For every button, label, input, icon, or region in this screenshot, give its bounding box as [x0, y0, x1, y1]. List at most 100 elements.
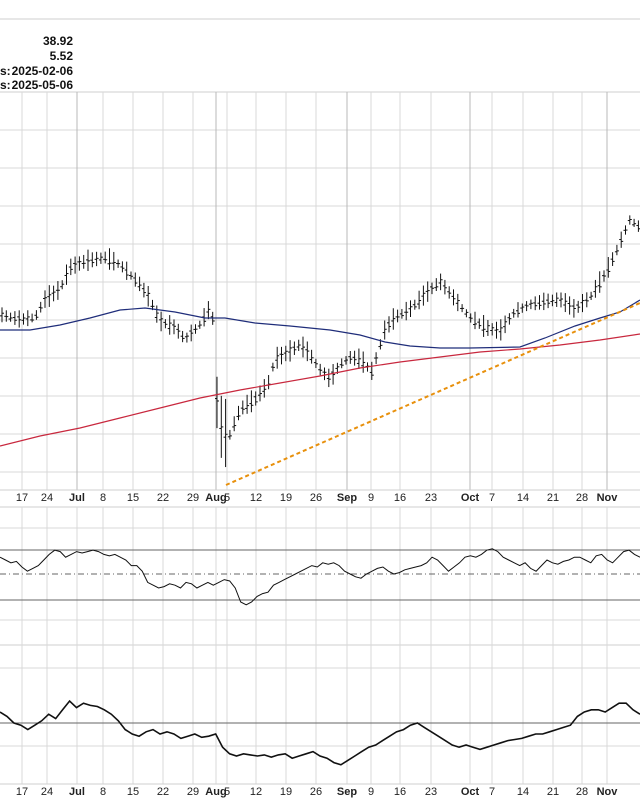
x-tick-label: 9 [368, 492, 374, 504]
price-bar [430, 282, 434, 295]
price-bar [490, 323, 495, 336]
x-tick-label: 23 [425, 786, 437, 798]
x-tick-label: 26 [310, 492, 322, 504]
price-bar [73, 256, 78, 274]
price-bar [236, 405, 241, 421]
price-bar [485, 319, 490, 336]
price-bar [47, 285, 52, 307]
price-bar [399, 308, 404, 319]
price-bar [571, 299, 576, 318]
price-bar [318, 363, 323, 376]
oscillator-1-line [0, 548, 640, 606]
price-bar [60, 280, 65, 290]
oscillator-2-grid [0, 645, 640, 784]
price-bar [404, 301, 409, 321]
price-bar [326, 368, 331, 388]
info-value-2: 5.52 [50, 49, 74, 63]
price-bar [528, 299, 533, 310]
price-bar [331, 364, 336, 385]
price-bar [524, 301, 529, 312]
x-tick-label: 12 [250, 786, 262, 798]
price-bar [107, 248, 112, 270]
price-bar [322, 367, 327, 381]
price-bar [382, 320, 387, 340]
price-bar [12, 311, 17, 325]
x-tick-label: Nov [597, 786, 619, 798]
info-value-4: 2025-05-06 [12, 78, 74, 92]
x-tick-label: 22 [157, 492, 169, 504]
price-bar [610, 252, 615, 267]
price-bar [481, 315, 486, 337]
price-bar [563, 293, 568, 313]
price-bar [292, 341, 297, 355]
price-bar [352, 350, 357, 366]
price-panel [0, 91, 640, 491]
info-value-1: 38.92 [43, 34, 73, 48]
x-tick-label: 15 [127, 492, 139, 504]
price-bar [137, 276, 142, 292]
price-bar [223, 398, 228, 468]
x-tick-label: 21 [547, 492, 559, 504]
price-bar [270, 362, 275, 372]
price-bar [614, 244, 619, 256]
price-bar [417, 290, 422, 310]
x-tick-label: 28 [576, 492, 588, 504]
price-bar [305, 341, 310, 362]
x-tick-label: 5 [224, 786, 230, 798]
price-bar [602, 270, 606, 282]
price-bar [619, 231, 624, 248]
x-tick-label: 17 [16, 492, 28, 504]
price-bar [348, 351, 353, 364]
x-tick-label: 19 [280, 786, 292, 798]
price-bar [8, 312, 13, 322]
price-bar [559, 292, 563, 308]
price-bar [17, 310, 22, 328]
price-bar [438, 273, 443, 291]
price-bar [193, 324, 198, 334]
price-bar [494, 321, 499, 339]
price-bar [468, 313, 473, 323]
x-tick-label: 5 [224, 492, 230, 504]
price-bar [240, 400, 245, 415]
price-bar [627, 215, 632, 225]
price-bar [425, 281, 430, 302]
price-bar [550, 294, 555, 307]
price-bar [163, 319, 168, 329]
price-bar [412, 299, 417, 310]
price-bar [395, 309, 400, 323]
price-bar [533, 296, 538, 311]
price-bar [507, 313, 512, 325]
price-bar [296, 339, 301, 351]
price-bar [387, 316, 391, 333]
price-bar [339, 358, 344, 369]
price-bar [30, 313, 35, 323]
price-bar [98, 252, 103, 264]
price-bar [129, 271, 133, 280]
x-tick-label: 23 [425, 492, 437, 504]
oscillator-1-panel [0, 506, 640, 646]
price-bars [0, 215, 640, 468]
price-bar [64, 264, 69, 285]
price-bar [554, 292, 559, 307]
price-bar [0, 307, 4, 323]
x-tick-label: 12 [250, 492, 262, 504]
x-tick-label: 14 [517, 786, 529, 798]
x-tick-label: Oct [461, 492, 480, 504]
price-bar [253, 391, 258, 406]
price-bar [184, 332, 189, 343]
price-bar [81, 254, 86, 269]
info-label-3: s: [0, 64, 11, 78]
price-bar [589, 291, 594, 301]
x-tick-label: 14 [517, 492, 529, 504]
price-bar [68, 258, 73, 276]
price-bar [460, 304, 465, 313]
x-tick-label: 16 [394, 492, 406, 504]
info-value-3: 2025-02-06 [12, 64, 74, 78]
info-label-4: s: [0, 78, 11, 92]
x-tick-label: 24 [41, 492, 53, 504]
x-tick-label: 15 [127, 786, 139, 798]
price-bar [344, 356, 348, 365]
price-bar [55, 281, 60, 300]
price-bar [434, 278, 439, 291]
